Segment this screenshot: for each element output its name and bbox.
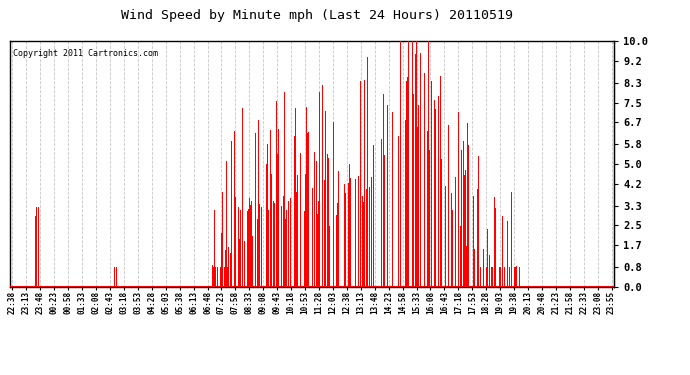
Text: Wind Speed by Minute mph (Last 24 Hours) 20110519: Wind Speed by Minute mph (Last 24 Hours)…: [121, 9, 513, 22]
Text: Copyright 2011 Cartronics.com: Copyright 2011 Cartronics.com: [13, 49, 159, 58]
